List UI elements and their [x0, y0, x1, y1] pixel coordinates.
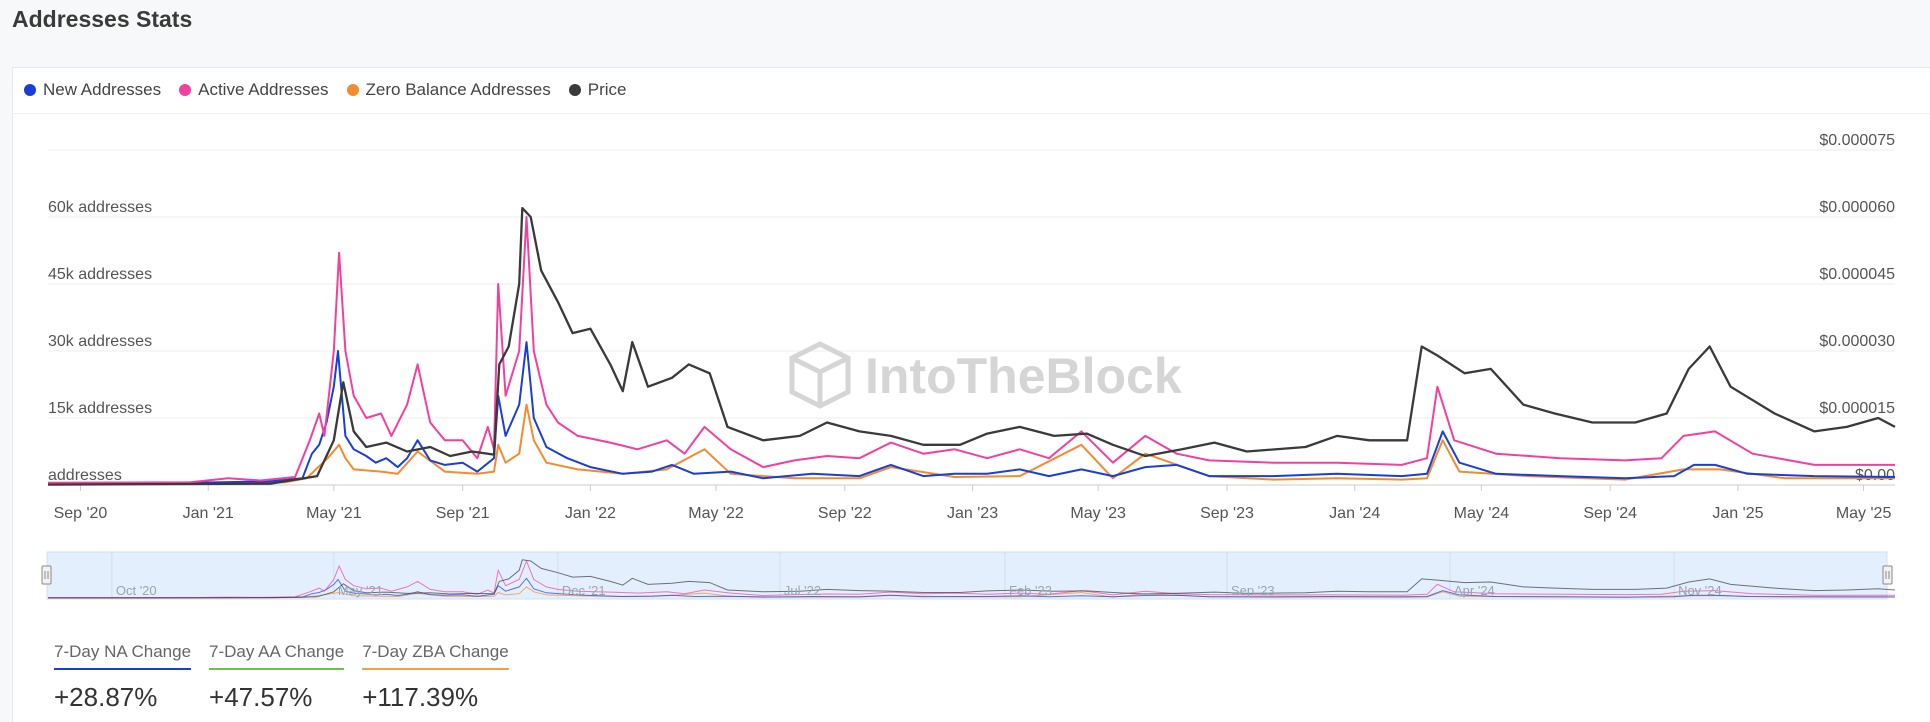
- y-left-tick-label: 60k addresses: [48, 199, 152, 216]
- y-axis-right: $0.00 $0.000015 $0.000030 $0.000045 $0.00006…: [1819, 132, 1895, 484]
- legend-dot-new-addresses: [24, 84, 36, 96]
- x-tick-label: Sep '20: [54, 505, 108, 522]
- navigator-series: [47, 559, 1896, 599]
- y-left-tick-label: 45k addresses: [48, 266, 152, 283]
- chart-legend: New Addresses Active Addresses Zero Bala…: [24, 79, 626, 101]
- grid-lines: [48, 149, 1895, 486]
- x-tick-label: Jan '25: [1712, 505, 1763, 522]
- x-tick-label: Sep '22: [818, 505, 872, 522]
- legend-item-price[interactable]: Price: [568, 80, 627, 100]
- legend-item-new-addresses[interactable]: New Addresses: [24, 80, 161, 100]
- legend-label-price: Price: [587, 80, 627, 99]
- x-tick-label: Jan '24: [1329, 505, 1380, 522]
- x-tick-label: May '22: [688, 505, 744, 522]
- navigator-label: Nov '24: [1678, 583, 1722, 598]
- navigator-grid: [111, 552, 1675, 599]
- x-tick-label: May '23: [1070, 505, 1126, 522]
- watermark-logo-icon: [789, 341, 851, 409]
- stat-zba-change: 7-Day ZBA Change +117.39%: [362, 642, 509, 713]
- navigator-line-zero-balance-addresses: [47, 586, 1895, 599]
- y-right-tick-label: $0.000060: [1819, 199, 1895, 216]
- x-tick-label: May '21: [306, 505, 362, 522]
- x-tick-label: Sep '23: [1200, 505, 1254, 522]
- navigator-label: May '21: [338, 583, 383, 598]
- navigator-label: Jul '22: [784, 583, 821, 598]
- series-line-price: [47, 206, 1896, 486]
- navigator-label: Feb '23: [1009, 583, 1052, 598]
- stat-zba-change-value: +117.39%: [362, 682, 479, 712]
- x-tick-label: May '24: [1454, 505, 1510, 522]
- x-tick-label: May '25: [1836, 505, 1892, 522]
- y-left-tick-label: 15k addresses: [48, 400, 152, 417]
- range-navigator[interactable]: Oct '20 May '21 Dec '21 Jul '22 Feb '23 Sep '…: [41, 551, 1896, 600]
- navigator-line-active-addresses: [47, 559, 1895, 599]
- navigator-labels: Oct '20 May '21 Dec '21 Jul '22 Feb '23 Sep '…: [116, 583, 1722, 598]
- navigator-label: Dec '21: [562, 583, 606, 598]
- navigator-label: Apr '24: [1454, 583, 1495, 598]
- stat-aa-change-value: +47.57%: [209, 682, 313, 712]
- page-title: Addresses Stats: [12, 6, 193, 32]
- x-tick-label: Jan '21: [183, 505, 234, 522]
- watermark: IntoTheBlock: [865, 348, 1182, 404]
- x-tick-label: Jan '23: [947, 505, 998, 522]
- legend-label-new-addresses: New Addresses: [43, 80, 162, 99]
- y-right-tick-label: $0.000015: [1819, 400, 1895, 417]
- y-axis-left: addresses 15k addresses 30k addresses 45k a…: [48, 199, 152, 484]
- series-line-new-addresses: [48, 341, 1896, 485]
- legend-dot-price: [568, 84, 581, 96]
- y-right-tick-label: $0.000075: [1819, 132, 1895, 149]
- y-right-tick-label: $0.00: [1855, 467, 1895, 484]
- stat-na-change-label: 7-Day NA Change: [54, 642, 192, 670]
- legend-dot-active-addresses: [179, 84, 192, 96]
- stat-na-change-value: +28.87%: [54, 682, 158, 712]
- series-line-zero-balance-addresses: [47, 403, 1895, 486]
- x-tick-label: Sep '24: [1583, 505, 1637, 522]
- y-left-tick-label: 30k addresses: [48, 333, 152, 350]
- series-line-active-addresses: [47, 216, 1895, 484]
- stats-row: 7-Day NA Change +28.87% 7-Day AA Change …: [54, 642, 509, 713]
- navigator-line-price: [47, 559, 1896, 599]
- stat-aa-change: 7-Day AA Change +47.57%: [209, 642, 345, 713]
- stat-na-change: 7-Day NA Change +28.87%: [54, 642, 192, 713]
- legend-label-active-addresses: Active Addresses: [198, 80, 329, 99]
- navigator-label: Oct '20: [116, 583, 157, 598]
- y-right-tick-label: $0.000045: [1819, 266, 1895, 283]
- y-left-tick-label: addresses: [48, 467, 122, 484]
- navigator-label: Sep '23: [1231, 583, 1275, 598]
- navigator-selection[interactable]: [46, 551, 1888, 600]
- x-axis: Sep '20 Jan '21 May '21 Sep '21 Jan '22 May '…: [54, 485, 1892, 522]
- series-lines: [47, 206, 1896, 486]
- x-tick-label: Jan '22: [565, 505, 616, 522]
- stat-aa-change-label: 7-Day AA Change: [209, 642, 345, 670]
- x-tick-label: Sep '21: [436, 505, 490, 522]
- legend-item-active-addresses[interactable]: Active Addresses: [179, 80, 329, 100]
- legend-divider: [12, 113, 1930, 114]
- navigator-line-new-addresses: [48, 577, 1896, 599]
- navigator-handle-right[interactable]: [1882, 565, 1893, 585]
- navigator-handle-left[interactable]: [41, 565, 52, 585]
- legend-label-zero-balance-addresses: Zero Balance Addresses: [365, 80, 551, 99]
- y-right-tick-label: $0.000030: [1819, 333, 1895, 350]
- stat-zba-change-label: 7-Day ZBA Change: [362, 642, 509, 670]
- legend-item-zero-balance-addresses[interactable]: Zero Balance Addresses: [346, 80, 551, 100]
- legend-dot-zero-balance-addresses: [346, 84, 359, 96]
